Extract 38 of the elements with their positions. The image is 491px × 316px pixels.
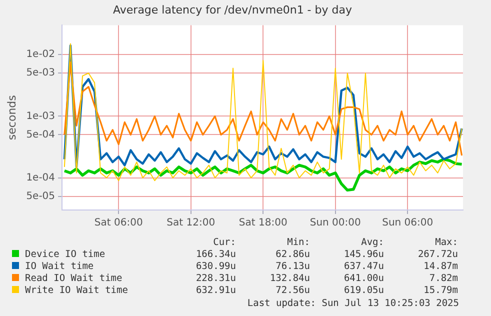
y-tick-label: 5e-05 <box>26 190 56 202</box>
text: Max: <box>434 236 458 248</box>
text: 632.91u <box>194 284 236 296</box>
text: Min: <box>286 236 310 248</box>
text: 76.13u <box>274 260 310 272</box>
text: Last update: Sun Jul 13 10:25:03 2025 <box>247 298 459 309</box>
y-tick-label: 1e-02 <box>26 49 56 60</box>
legend-label: IO Wait time <box>24 260 95 272</box>
x-tick-label: Sat 06:00 <box>94 218 143 229</box>
legend-label: Read IO Wait time <box>24 272 124 284</box>
text: 15.79m <box>422 284 458 296</box>
x-tick-label: Sat 18:00 <box>238 218 288 229</box>
text: 72.56u <box>274 284 310 296</box>
y-tick-label: 5e-03 <box>26 68 56 79</box>
y-tick-label: 1e-03 <box>26 110 56 122</box>
text: 630.99u <box>194 260 236 272</box>
y-tick-label: 1e-04 <box>26 172 56 184</box>
text: 166.34u <box>194 248 236 260</box>
text: 62.86u <box>274 248 310 260</box>
text: Cur: <box>212 236 236 248</box>
x-tick-label: Sun 06:00 <box>382 218 434 229</box>
text: 145.96u <box>342 248 384 260</box>
legend-label: Device IO time <box>24 248 106 260</box>
y-axis-title: seconds <box>5 94 18 140</box>
text: 637.47u <box>342 260 384 272</box>
text: 641.00u <box>342 272 384 284</box>
text: 14.87m <box>422 260 458 272</box>
text: 132.84u <box>268 272 310 284</box>
chart-title: Average latency for /dev/nvme0n1 - by day <box>113 3 352 16</box>
text: Avg: <box>360 236 384 248</box>
x-tick-label: Sat 12:00 <box>166 218 216 229</box>
text: 228.31u <box>194 272 236 284</box>
y-tick-label: 5e-04 <box>26 129 56 140</box>
text: 7.82m <box>428 272 458 284</box>
text: 619.05u <box>342 284 384 296</box>
legend-label: Write IO Wait time <box>24 284 129 296</box>
x-tick-label: Sun 00:00 <box>310 218 361 229</box>
text: 267.72u <box>416 248 458 260</box>
